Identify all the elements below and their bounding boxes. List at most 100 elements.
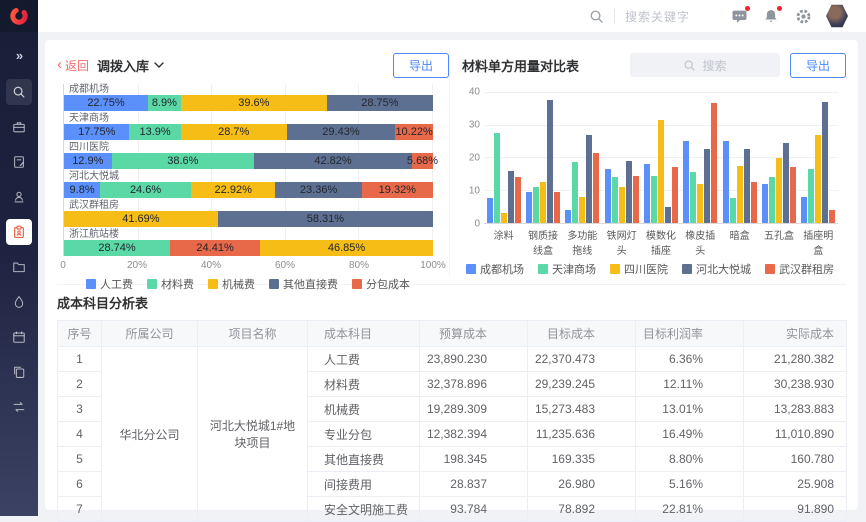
legend-item[interactable]: 机械费	[208, 276, 255, 292]
bar[interactable]	[514, 177, 521, 223]
bar[interactable]	[539, 182, 546, 223]
bar[interactable]	[671, 167, 678, 223]
legend-item[interactable]: 四川医院	[610, 261, 668, 277]
legend-item[interactable]: 河北大悦城	[682, 261, 751, 277]
bar[interactable]	[643, 164, 650, 223]
chart-search-input[interactable]: 搜索	[629, 53, 780, 77]
legend-item[interactable]: 材料费	[147, 276, 194, 292]
bar-segment[interactable]: 46.85%	[260, 240, 433, 256]
bar[interactable]	[553, 191, 560, 223]
bar[interactable]	[625, 160, 632, 223]
bar-segment[interactable]: 28.7%	[180, 124, 287, 140]
bar[interactable]	[711, 103, 718, 223]
global-search[interactable]: 搜索关键字	[589, 8, 690, 25]
sidebar-item-documents[interactable]	[6, 359, 32, 385]
user-avatar[interactable]	[826, 4, 848, 28]
bar[interactable]	[782, 142, 789, 223]
bar[interactable]	[493, 132, 500, 223]
notifications-button[interactable]	[762, 6, 782, 25]
bar-segment[interactable]: 24.6%	[100, 182, 191, 198]
bar-segment[interactable]: 38.6%	[111, 153, 255, 169]
sidebar-item-contracts[interactable]	[6, 149, 32, 175]
bar-segment[interactable]: 19.32%	[361, 182, 433, 198]
settings-button[interactable]	[794, 7, 812, 25]
legend-item[interactable]: 成都机场	[466, 261, 524, 277]
app-logo[interactable]	[0, 0, 38, 32]
bar-segment[interactable]: 10.22%	[395, 124, 433, 140]
legend-item[interactable]: 其他直接费	[269, 276, 338, 292]
bar[interactable]	[690, 172, 697, 223]
bar-segment[interactable]: 9.8%	[64, 182, 101, 198]
bar[interactable]	[789, 167, 796, 223]
bar[interactable]	[525, 191, 532, 223]
bar[interactable]	[829, 209, 836, 223]
sidebar-item-search[interactable]	[6, 79, 32, 105]
sidebar-item-schedule[interactable]	[6, 324, 32, 350]
bar[interactable]	[611, 177, 618, 223]
legend-item[interactable]: 分包成本	[352, 276, 410, 292]
bar-segment[interactable]: 13.9%	[129, 124, 181, 140]
sidebar-item-personnel[interactable]	[6, 184, 32, 210]
bar[interactable]	[736, 165, 743, 223]
bar[interactable]	[808, 168, 815, 223]
bar[interactable]	[768, 177, 775, 223]
bar-segment[interactable]: 58.31%	[217, 211, 433, 227]
bar-segment[interactable]: 39.6%	[180, 95, 327, 111]
bar-segment[interactable]: 12.9%	[64, 153, 112, 169]
bar[interactable]	[546, 100, 553, 223]
bar[interactable]	[822, 101, 829, 223]
sidebar-collapse-icon[interactable]: »	[15, 47, 23, 63]
bar[interactable]	[743, 149, 750, 223]
bar[interactable]	[507, 170, 514, 223]
legend-item[interactable]: 天津商场	[538, 261, 596, 277]
bar[interactable]	[664, 206, 671, 223]
bar[interactable]	[729, 198, 736, 223]
bar[interactable]	[750, 182, 757, 223]
bar[interactable]	[604, 168, 611, 223]
bar[interactable]	[697, 183, 704, 223]
bar[interactable]	[486, 198, 493, 223]
bar-segment[interactable]: 22.92%	[190, 182, 276, 198]
sidebar-item-materials-active[interactable]	[6, 219, 32, 245]
bar-segment[interactable]: 24.41%	[170, 240, 261, 256]
bar[interactable]	[572, 162, 579, 223]
export-button-left[interactable]: 导出	[392, 52, 449, 78]
bar-segment[interactable]: 29.43%	[286, 124, 396, 140]
back-button[interactable]: ‹ 返回	[57, 57, 89, 74]
sidebar-item-resources[interactable]	[6, 289, 32, 315]
sidebar-item-files[interactable]	[6, 254, 32, 280]
bar-segment[interactable]: 17.75%	[64, 124, 130, 140]
bar-segment[interactable]: 5.68%	[406, 153, 439, 169]
sidebar-item-projects[interactable]	[6, 114, 32, 140]
bar[interactable]	[722, 141, 729, 223]
bar[interactable]	[801, 196, 808, 223]
sidebar-item-transfer[interactable]	[6, 394, 32, 420]
bar[interactable]	[657, 119, 664, 223]
bar[interactable]	[500, 213, 507, 223]
legend-item[interactable]: 武汉群租房	[765, 261, 834, 277]
bar[interactable]	[586, 134, 593, 223]
bar[interactable]	[704, 149, 711, 223]
bar[interactable]	[532, 186, 539, 223]
bar-segment[interactable]: 28.74%	[64, 240, 171, 256]
bar[interactable]	[565, 209, 572, 223]
bar-segment[interactable]: 41.69%	[64, 211, 218, 227]
bar[interactable]	[775, 157, 782, 223]
bar[interactable]	[815, 134, 822, 223]
bar[interactable]	[650, 175, 657, 223]
bar-segment[interactable]: 28.75%	[326, 95, 433, 111]
export-button-right[interactable]: 导出	[789, 52, 846, 78]
messages-button[interactable]	[730, 6, 750, 25]
bar[interactable]	[761, 183, 768, 223]
bar[interactable]	[632, 175, 639, 223]
chevron-down-icon[interactable]	[154, 61, 164, 69]
bar-segment[interactable]: 8.9%	[147, 95, 181, 111]
bar[interactable]	[618, 186, 625, 223]
bar-segment[interactable]: 42.82%	[254, 153, 413, 169]
bar[interactable]	[579, 196, 586, 223]
bar[interactable]	[593, 152, 600, 223]
bar-segment[interactable]: 22.75%	[64, 95, 148, 111]
legend-item[interactable]: 人工费	[86, 276, 133, 292]
bar[interactable]	[683, 141, 690, 223]
bar-segment[interactable]: 23.36%	[275, 182, 362, 198]
